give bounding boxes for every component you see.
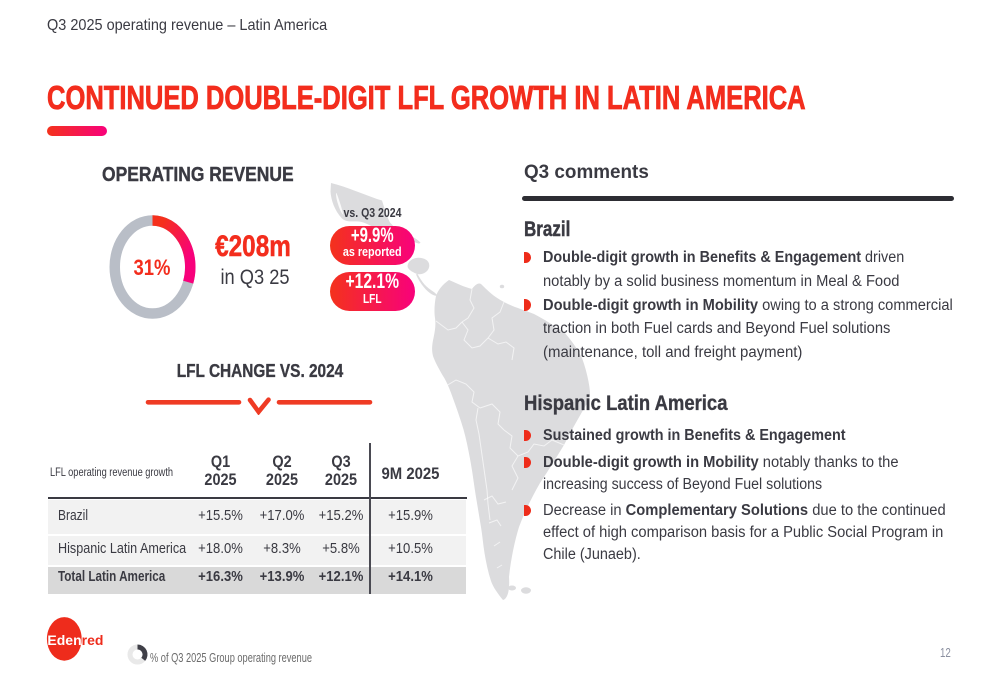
svg-text:Edenred: Edenred — [47, 632, 103, 648]
